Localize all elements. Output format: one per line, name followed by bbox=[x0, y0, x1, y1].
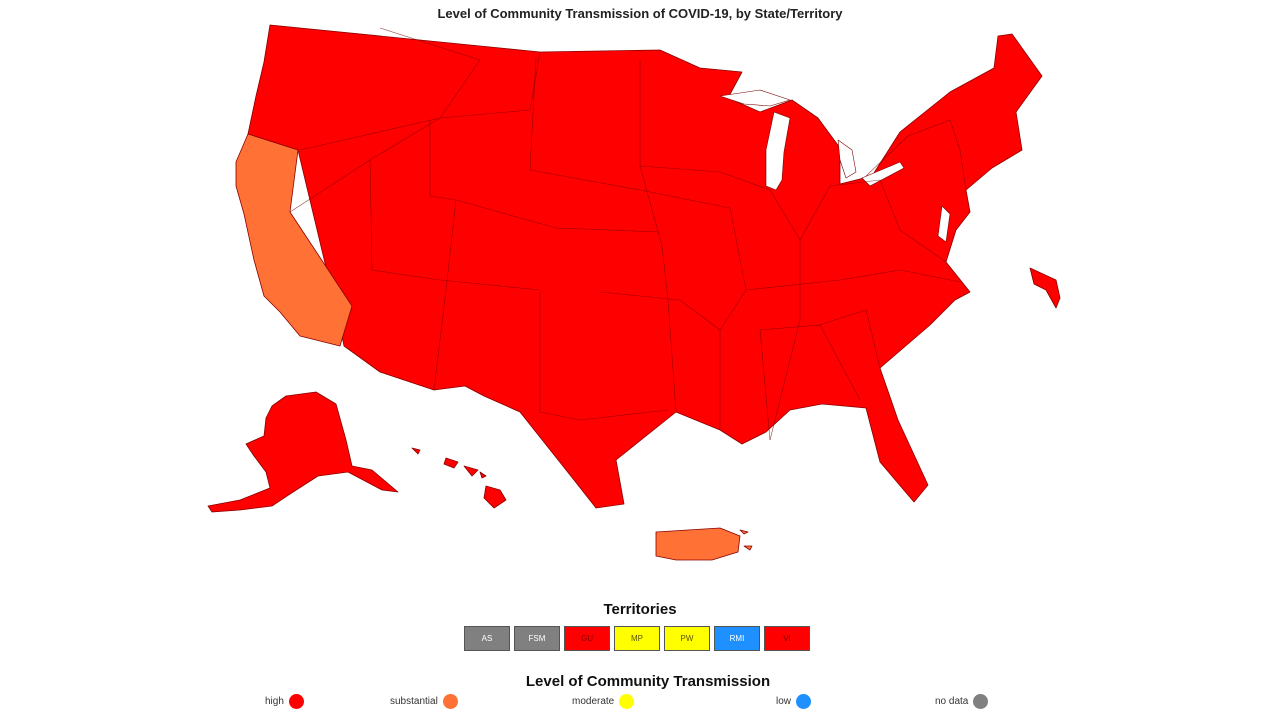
territory-label: PW bbox=[680, 634, 694, 643]
virgin-islands-region[interactable] bbox=[1029, 267, 1061, 309]
territory-gu[interactable]: GU bbox=[564, 626, 610, 651]
legend-label: low bbox=[776, 695, 792, 707]
lake-huron bbox=[837, 139, 857, 179]
legend-title: Level of Community Transmission bbox=[525, 673, 771, 690]
territory-label: GU bbox=[581, 634, 593, 643]
us-map bbox=[207, 24, 1061, 561]
legend-dot-icon bbox=[796, 693, 812, 709]
legend-dot-icon bbox=[619, 693, 635, 709]
legend-label: substantial bbox=[390, 695, 438, 707]
legend-dot-icon bbox=[442, 693, 458, 709]
chesapeake-bay bbox=[937, 205, 951, 243]
legend-dot-icon bbox=[973, 693, 989, 709]
lake-erie bbox=[861, 161, 905, 187]
alaska-region[interactable] bbox=[207, 391, 399, 513]
legend-label: high bbox=[265, 695, 284, 707]
territory-mp[interactable]: MP bbox=[614, 626, 660, 651]
territory-label: FSM bbox=[528, 634, 546, 643]
lake-superior bbox=[719, 89, 791, 107]
lake-michigan bbox=[765, 111, 791, 191]
territory-fsm[interactable]: FSM bbox=[514, 626, 560, 651]
territory-vi[interactable]: VI bbox=[764, 626, 810, 651]
legend-dot-icon bbox=[288, 693, 304, 709]
territory-label: RMI bbox=[729, 634, 745, 643]
legend-label: no data bbox=[935, 695, 969, 707]
hawaii-region[interactable] bbox=[411, 447, 507, 509]
legend-item-low: low bbox=[776, 693, 812, 709]
territories-title: Territories bbox=[603, 601, 677, 618]
legend-label: moderate bbox=[572, 695, 615, 707]
territory-label: MP bbox=[631, 634, 643, 643]
puerto-rico-region[interactable] bbox=[655, 527, 753, 561]
legend-item-moderate: moderate bbox=[572, 693, 635, 709]
territory-as[interactable]: AS bbox=[464, 626, 510, 651]
legend-item-substantial: substantial bbox=[390, 693, 458, 709]
map-title: Level of Community Transmission of COVID… bbox=[437, 6, 843, 21]
legend-item-no-data: no data bbox=[935, 693, 989, 709]
territory-label: VI bbox=[783, 634, 791, 643]
territories-row: AS FSM GU MP PW RMI VI bbox=[464, 626, 810, 651]
territory-label: AS bbox=[481, 634, 493, 643]
territory-pw[interactable]: PW bbox=[664, 626, 710, 651]
contiguous-us-region[interactable] bbox=[247, 24, 1043, 509]
legend-item-high: high bbox=[265, 693, 304, 709]
territory-rmi[interactable]: RMI bbox=[714, 626, 760, 651]
